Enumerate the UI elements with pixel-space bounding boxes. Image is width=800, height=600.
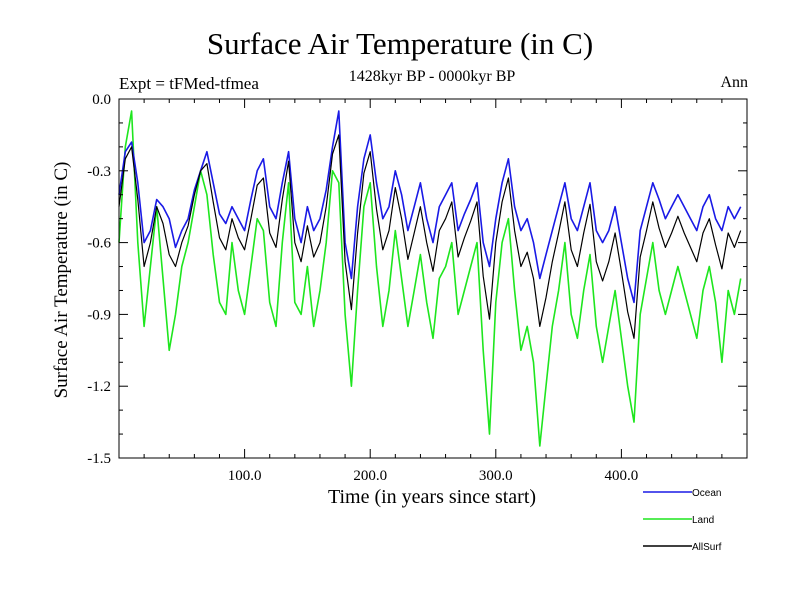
x-tick-label: 400.0 [605, 468, 639, 484]
series-line-allsurf [118, 134, 742, 339]
x-tick-label: 300.0 [479, 468, 513, 484]
legend-label-ocean: Ocean [692, 488, 721, 499]
y-tick-label: -0.3 [87, 164, 111, 180]
legend-label-allsurf: AllSurf [692, 542, 722, 553]
y-tick-label: -0.9 [87, 307, 111, 323]
chart-title: Surface Air Temperature (in C) [206, 26, 594, 61]
tick-layer: 100.0 200.0 300.0 400.0 0.0 -0.3 -0.6 -0.9 -1.2 -… [87, 92, 747, 484]
legend: Ocean Land AllSurf [643, 488, 722, 553]
x-axis-label: Time (in years since start) [327, 486, 537, 508]
period-label: 1428kyr BP - 0000kyr BP [348, 68, 516, 85]
x-tick-label: 200.0 [353, 468, 387, 484]
plot-frame [118, 98, 748, 459]
series-layer [118, 110, 742, 447]
y-tick-label: -1.5 [87, 451, 111, 467]
y-tick-label: -0.6 [87, 236, 111, 252]
y-tick-label: 0.0 [92, 92, 111, 108]
x-tick-label: 100.0 [228, 468, 262, 484]
y-tick-label: -1.2 [87, 379, 111, 395]
legend-label-land: Land [692, 515, 714, 526]
season-label: Ann [720, 74, 748, 91]
series-line-ocean [118, 110, 742, 304]
experiment-label: Expt = tFMed-tfmea [119, 74, 259, 93]
series-line-land [118, 110, 742, 447]
